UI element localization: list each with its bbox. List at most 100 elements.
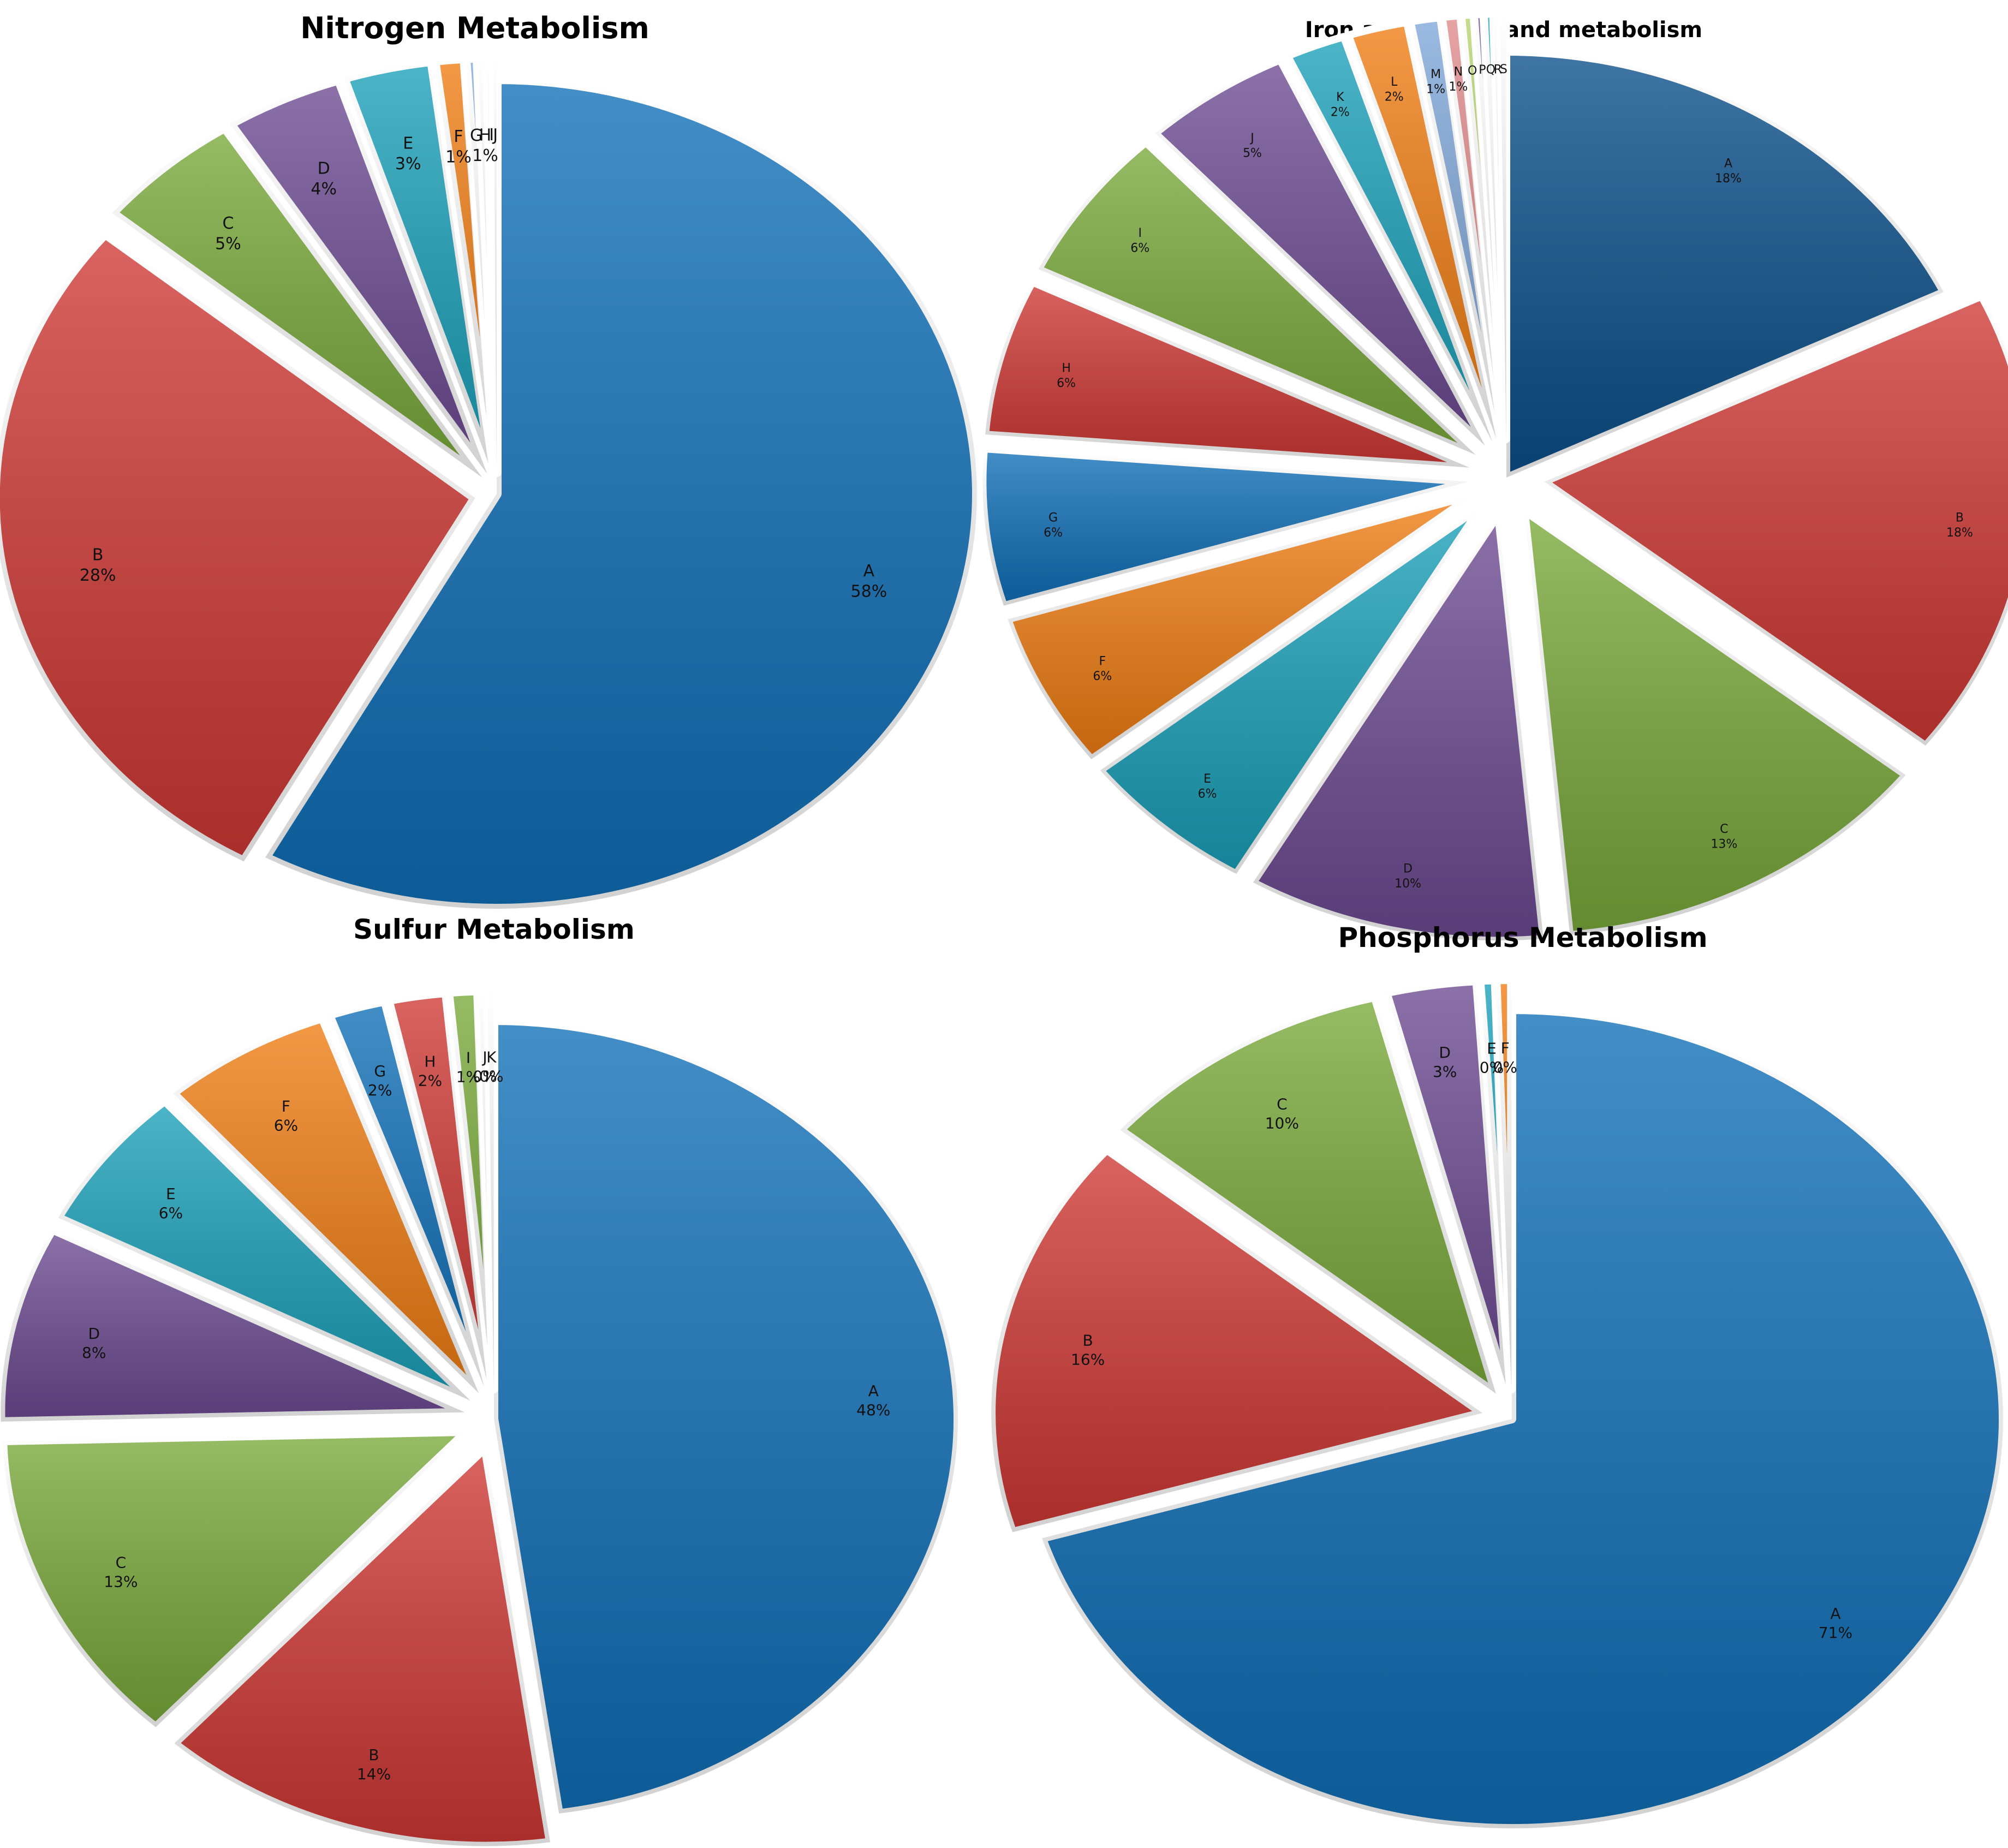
iron-label-percent-e: 6%: [1198, 788, 1217, 801]
sulfur-slice-shade-d: [1, 1229, 465, 1422]
phosphorus-label-percent-f: 0%: [1493, 1058, 1517, 1076]
nitrogen-labels: A58%B28%C5%D4%E3%F1%GH1%IJ: [80, 126, 887, 601]
sulfur-label-percent-e: 6%: [159, 1204, 183, 1222]
sulfur-label-percent-h: 2%: [418, 1071, 442, 1089]
nitrogen-label-category-h: H: [479, 126, 492, 145]
sulfur-slice-shade-e: [58, 1100, 470, 1401]
iron-label-percent-a: 18%: [1715, 172, 1742, 186]
sulfur-label-category-e: E: [166, 1185, 176, 1203]
sulfur-label-category-d: D: [88, 1325, 100, 1343]
sulfur-slices: [0, 986, 962, 1848]
phosphorus-label-percent-e: 0%: [1480, 1059, 1504, 1077]
iron-label-category-q: Q: [1486, 63, 1495, 77]
phosphorus-slice-shade-c: [1120, 997, 1496, 1394]
iron-slice-shade-m: [1410, 17, 1501, 440]
sulfur-label-category-g: G: [374, 1062, 386, 1080]
nitrogen-label-category-a: A: [863, 562, 875, 581]
phosphorus-pie-chart: Phosphorus Metabolism A71% B16% C10% D3% E0%…: [987, 922, 2007, 1833]
iron-label-category-m: M: [1431, 68, 1441, 81]
iron-label-category-f: F: [1099, 654, 1106, 668]
iron-slices: [979, 10, 2008, 945]
sulfur-label-percent-d: 8%: [82, 1344, 106, 1362]
nitrogen-slice-shade-d: [230, 80, 487, 474]
iron-labels: A18%B18%C13%D10%E6%F6%G6%H6%I6%J5%K2%L2%…: [1044, 63, 1973, 891]
sulfur-slice-shade-c: [3, 1431, 467, 1727]
iron-slice-shade-i: [1038, 142, 1476, 455]
nitrogen-label-percent-e: 3%: [395, 154, 421, 174]
sulfur-slice-shade-i: [448, 991, 492, 1390]
phosphorus-label-percent-a: 71%: [1819, 1624, 1852, 1642]
iron-label-percent-c: 13%: [1711, 837, 1737, 851]
iron-label-category-h: H: [1062, 361, 1071, 375]
iron-slice-shade-j: [1155, 59, 1485, 446]
iron-slice-shade-g: [982, 449, 1469, 606]
nitrogen-label-percent-c: 5%: [215, 234, 241, 253]
sulfur-label-category-b: B: [368, 1746, 379, 1764]
phosphorus-label-category-d: D: [1439, 1044, 1451, 1062]
iron-label-percent-l: 2%: [1385, 91, 1404, 104]
iron-slice-shade-b: [1544, 296, 2008, 746]
iron-label-category-e: E: [1203, 772, 1211, 786]
sulfur-label-percent-b: 14%: [357, 1765, 391, 1783]
sulfur-label-category-f: F: [282, 1098, 290, 1116]
iron-slice-shade-h: [985, 282, 1470, 468]
iron-label-category-k: K: [1336, 91, 1344, 104]
iron-label-category-j: J: [1249, 132, 1254, 145]
phosphorus-slice-shade-a: [1042, 1010, 2004, 1829]
phosphorus-chart-title: Phosphorus Metabolism: [1338, 922, 1707, 953]
iron-label-category-b: B: [1956, 511, 1964, 524]
phosphorus-label-category-c: C: [1277, 1095, 1288, 1113]
sulfur-label-category-h: H: [424, 1052, 436, 1070]
nitrogen-label-percent-f: 1%: [445, 147, 472, 166]
sulfur-label-percent-c: 13%: [104, 1572, 138, 1590]
iron-label-category-d: D: [1403, 862, 1413, 875]
sulfur-slice-shade-g: [329, 1001, 486, 1391]
iron-slice-shade-d: [1253, 515, 1544, 941]
phosphorus-slice-shade-e: [1480, 980, 1511, 1390]
phosphorus-slice-shade-f: [1496, 980, 1512, 1390]
nitrogen-label-percent-h: 1%: [472, 146, 498, 165]
nitrogen-slice-shade-b: [0, 234, 475, 862]
sulfur-label-category-i: I: [466, 1049, 470, 1067]
iron-label-category-s: S: [1500, 63, 1508, 76]
phosphorus-label-percent-c: 10%: [1265, 1114, 1299, 1132]
nitrogen-slice-shade-a: [265, 79, 977, 909]
sulfur-label-percent-f: 6%: [274, 1117, 298, 1135]
iron-label-percent-k: 2%: [1331, 106, 1350, 120]
iron-label-percent-h: 6%: [1057, 377, 1076, 390]
phosphorus-label-percent-b: 16%: [1071, 1350, 1105, 1368]
iron-label-percent-i: 6%: [1130, 241, 1149, 255]
phosphorus-label-category-e: E: [1487, 1040, 1497, 1058]
phosphorus-label-category-f: F: [1501, 1039, 1510, 1057]
nitrogen-label-category-g: G: [470, 126, 482, 145]
sulfur-slice-shade-h: [388, 992, 490, 1390]
iron-label-category-g: G: [1048, 511, 1058, 524]
sulfur-slice-shade-f: [173, 1018, 479, 1393]
iron-label-category-i: I: [1139, 226, 1142, 240]
iron-slice-shade-n: [1442, 15, 1503, 440]
iron-slice-shade-o: [1461, 14, 1504, 440]
iron-label-category-p: P: [1479, 63, 1486, 77]
sulfur-label-percent-k: 0%: [479, 1067, 503, 1085]
phosphorus-slices: [987, 975, 2007, 1833]
phosphorus-slice-shade-b: [991, 1149, 1483, 1533]
iron-slice-shade-l: [1348, 22, 1497, 441]
iron-label-category-r: R: [1494, 63, 1502, 76]
nitrogen-label-percent-d: 4%: [311, 180, 337, 199]
iron-label-percent-d: 10%: [1395, 877, 1421, 891]
nitrogen-label-category-d: D: [318, 159, 330, 178]
iron-label-percent-g: 6%: [1044, 526, 1063, 540]
nitrogen-slice-shade-c: [112, 127, 482, 478]
iron-slice-shade-e: [1100, 506, 1482, 874]
nitrogen-label-percent-a: 58%: [851, 582, 887, 601]
sulfur-label-percent-i: 1%: [456, 1068, 480, 1086]
iron-pie-chart: Iron acquisition and metabolism A18%B18%…: [979, 10, 2008, 945]
iron-slice-shade-a: [1506, 52, 1944, 478]
sulfur-label-percent-j: 0%: [473, 1068, 497, 1086]
sulfur-chart-title: Sulfur Metabolism: [353, 914, 635, 945]
nitrogen-label-category-f: F: [454, 127, 463, 146]
iron-label-category-l: L: [1391, 75, 1398, 89]
nitrogen-slices: [0, 52, 982, 914]
iron-label-category-a: A: [1724, 157, 1732, 171]
